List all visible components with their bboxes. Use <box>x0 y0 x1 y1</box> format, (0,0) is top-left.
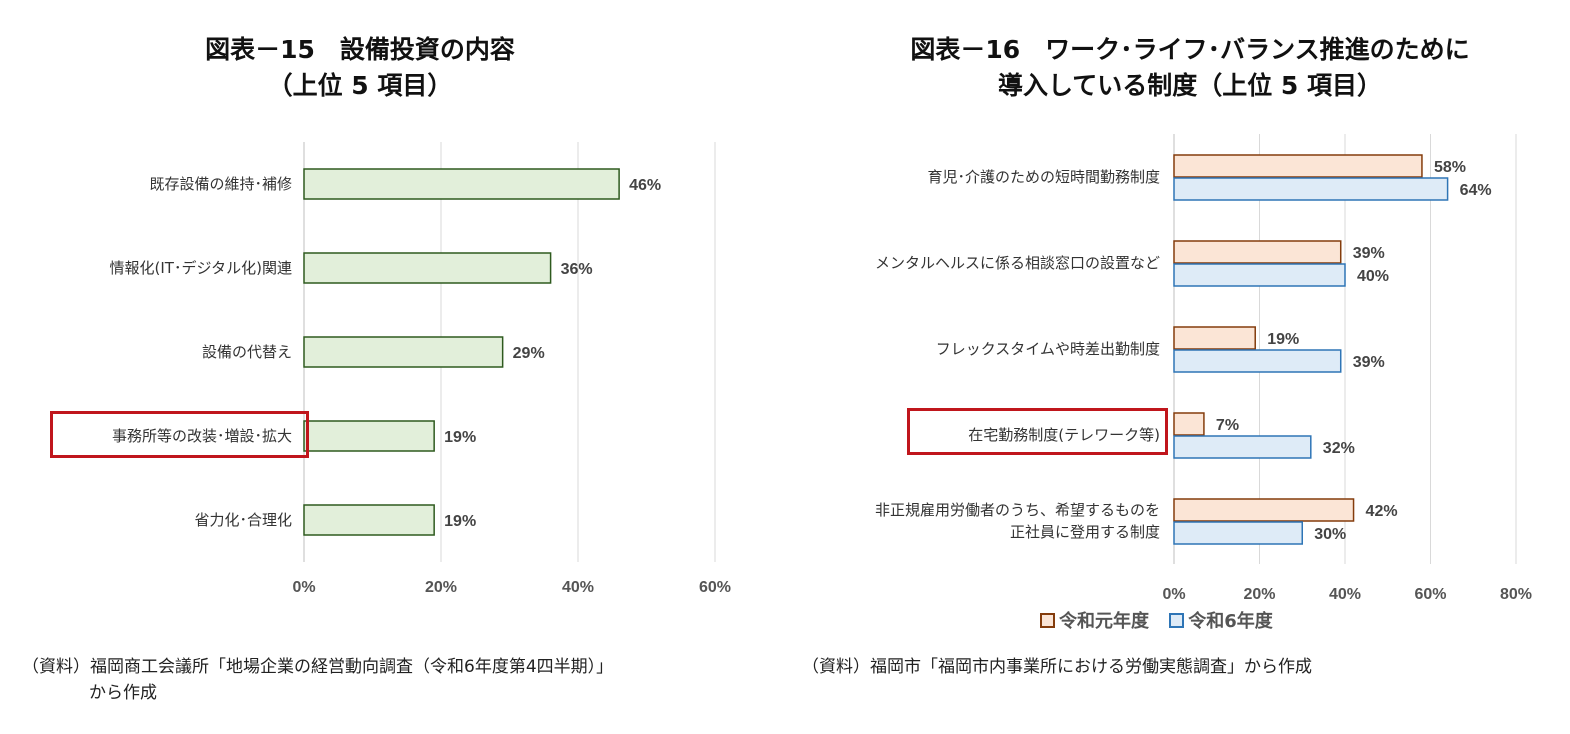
data-label: 64% <box>1460 182 1492 199</box>
category-label: 正社員に登用する制度 <box>1010 523 1160 541</box>
bar-reiwa-6 <box>1173 435 1312 459</box>
data-label: 32% <box>1323 440 1355 457</box>
category-label: 非正規雇用労働者のうち、希望するものを <box>875 501 1160 519</box>
bar-reiwa-gannen <box>1173 412 1205 436</box>
category-label: メンタルヘルスに係る相談窓口の設置など <box>875 254 1160 272</box>
figure15-title: 図表－15 設備投資の内容 （上位 5 項目） <box>60 32 660 104</box>
category-label: 育児･介護のための短時間勤務制度 <box>927 168 1160 186</box>
data-label: 7% <box>1216 417 1239 434</box>
bar-reiwa-gannen <box>1173 498 1355 522</box>
bar-reiwa-gannen <box>1173 154 1423 178</box>
x-tick-label: 80% <box>1500 586 1532 603</box>
category-label: 事務所等の改装･増設･拡大 <box>112 427 292 445</box>
bar <box>303 420 435 452</box>
figure16-highlight-box <box>907 408 1168 455</box>
category-label: 設備の代替え <box>202 343 292 361</box>
bar-reiwa-gannen <box>1173 240 1342 264</box>
figure15-title-line1: 図表－15 設備投資の内容 <box>205 35 515 64</box>
figure15-source-note: （資料）福岡商工会議所「地場企業の経営動向調査（令和6年度第4四半期）」 から作… <box>22 654 613 706</box>
data-label: 19% <box>1267 331 1299 348</box>
bar <box>303 336 504 368</box>
figure16-source-note: （資料）福岡市「福岡市内事業所における労働実態調査」から作成 <box>802 657 1312 677</box>
data-label: 30% <box>1314 526 1346 543</box>
data-label: 42% <box>1366 503 1398 520</box>
data-label: 46% <box>629 177 661 194</box>
category-label: 既存設備の維持･補修 <box>149 175 292 193</box>
data-label: 40% <box>1357 268 1389 285</box>
legend-swatch-reiwa-gannen <box>1040 612 1055 628</box>
figure15-highlight-box <box>50 411 309 458</box>
bar-reiwa-6 <box>1173 349 1342 373</box>
category-label: フレックスタイムや時差出勤制度 <box>936 340 1160 358</box>
legend-item-reiwa-gannen: 令和元年度 <box>1040 611 1149 632</box>
figure16-legend: 令和元年度 令和6年度 <box>1040 607 1287 633</box>
category-label: 情報化(IT･デジタル化)関連 <box>110 259 293 277</box>
bar <box>303 252 552 284</box>
x-tick-label: 20% <box>1243 586 1275 603</box>
figure15-bar-chart: 0% 20% 40% 60% 既存設備の維持･補修 46% 情報化(IT･デジタル化)関連 3… <box>110 142 731 596</box>
x-tick-label: 60% <box>699 579 731 596</box>
category-label: 省力化･合理化 <box>194 511 292 529</box>
legend-label-reiwa-6: 令和6年度 <box>1188 611 1273 632</box>
figure16-bar-chart: 0% 20% 40% 60% 80% 58% 64% 育児･介護のための短時間勤務制度 39% 4… <box>875 134 1532 603</box>
x-tick-label: 40% <box>562 579 594 596</box>
legend-swatch-reiwa-6 <box>1169 612 1185 628</box>
x-tick-label: 40% <box>1329 586 1361 603</box>
bar-reiwa-6 <box>1173 263 1346 287</box>
figure15-source-line1: （資料）福岡商工会議所「地場企業の経営動向調査（令和6年度第4四半期）」 <box>22 657 614 677</box>
x-tick-label: 0% <box>1162 586 1185 603</box>
bar <box>303 504 435 536</box>
x-tick-label: 60% <box>1414 586 1446 603</box>
bar-reiwa-6 <box>1173 177 1449 201</box>
data-label: 19% <box>444 429 476 446</box>
data-label: 39% <box>1353 354 1385 371</box>
figure16-title-line2: 導入している制度（上位 5 項目） <box>997 71 1383 100</box>
x-tick-label: 20% <box>425 579 457 596</box>
figure15-title-line2: （上位 5 項目） <box>267 71 453 100</box>
category-label: 在宅勤務制度(テレワーク等) <box>968 426 1160 444</box>
data-label: 19% <box>444 513 476 530</box>
legend-label-reiwa-gannen: 令和元年度 <box>1059 611 1149 632</box>
figure16-title-line1: 図表－16 ワーク･ライフ･バランス推進のために <box>910 35 1470 64</box>
data-label: 29% <box>513 345 545 362</box>
data-label: 36% <box>561 261 593 278</box>
x-tick-label: 0% <box>292 579 315 596</box>
figure15-source-line2: から作成 <box>89 683 157 703</box>
data-label: 58% <box>1434 159 1466 176</box>
figure16-title: 図表－16 ワーク･ライフ･バランス推進のために 導入している制度（上位 5 項… <box>835 32 1545 104</box>
legend-item-reiwa-6: 令和6年度 <box>1169 611 1273 632</box>
bar-reiwa-gannen <box>1173 326 1256 350</box>
data-label: 39% <box>1353 245 1385 262</box>
bar-reiwa-6 <box>1173 521 1303 545</box>
bar <box>303 168 620 200</box>
